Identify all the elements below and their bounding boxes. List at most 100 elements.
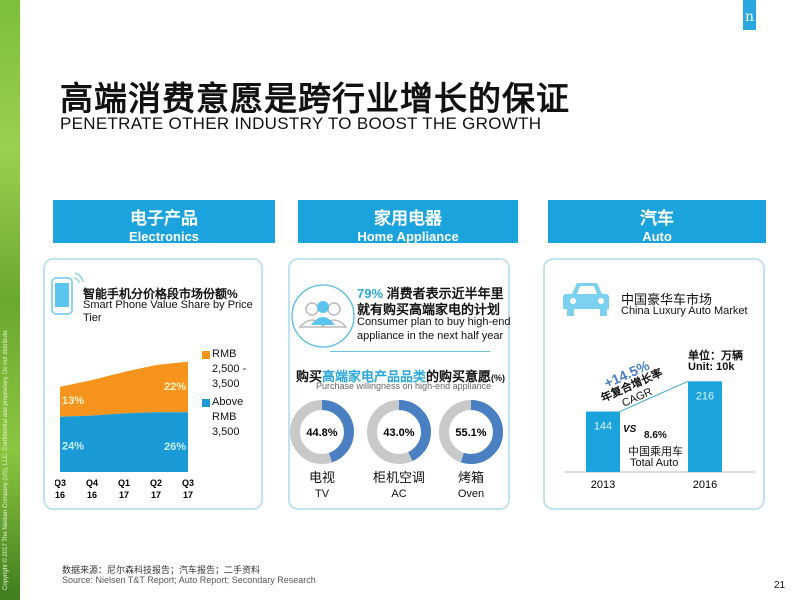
home-stat-en2: appliance in the next half year — [357, 330, 504, 342]
total-auto-cn: 中国乘用车 — [628, 446, 683, 458]
area-chart: 24% 26% 13% 22% Q3 16 Q4 16 Q1 17 Q2 17 Q3 17 — [55, 361, 194, 500]
data-label: 26% — [164, 441, 186, 453]
x-tick-label: Q1 — [118, 478, 130, 488]
car-icon — [563, 283, 609, 316]
banner-auto: 汽车 Auto — [548, 200, 766, 244]
banner-cn: 电子产品 — [130, 209, 198, 228]
bar-chart: 144 2013 216 2016 — [565, 380, 755, 491]
legend-text: RMB — [212, 348, 237, 360]
auto-title-en: China Luxury Auto Market — [621, 305, 748, 317]
page-title: 高端消费意愿是跨行业增长的保证 — [60, 80, 570, 117]
donut-oven: 55.1% — [439, 400, 503, 464]
x-tick-label: 17 — [183, 490, 193, 500]
source-cn: 数据来源：尼尔森科技报告；汽车报告；二手资料 — [62, 565, 261, 575]
label-en: Oven — [457, 488, 485, 500]
home-stat-line1: 79% 消费者表示近半年里 — [357, 283, 504, 302]
bar-value: 144 — [594, 421, 612, 433]
cagr-line — [619, 380, 689, 412]
card-electronics — [43, 258, 263, 510]
stat-text: 消费者表示近半年里 — [383, 286, 504, 301]
legend-swatch — [202, 351, 210, 359]
x-tick-label: 2016 — [693, 479, 717, 491]
banner-electronics: 电子产品 Electronics — [53, 200, 275, 244]
unit-cn: 单位：万辆 — [688, 350, 743, 362]
label-cn: 电视 — [308, 470, 335, 485]
purchase-subtitle: Purchase willingness on high-end applian… — [316, 381, 492, 391]
auto-title-cn: 中国豪华车市场 — [621, 292, 713, 307]
label-en: AC — [391, 488, 407, 500]
x-tick-label: 16 — [87, 490, 97, 500]
donut-value: 43.0% — [383, 427, 414, 439]
total-auto-en: Total Auto — [630, 457, 679, 469]
legend-text: Above — [212, 396, 244, 408]
banner-cn: 家用电器 — [374, 209, 442, 228]
vs-label: VS — [623, 424, 637, 435]
bar-2013 — [586, 411, 620, 472]
donut-ac: 43.0% — [367, 400, 431, 464]
smartphone-icon — [51, 272, 84, 315]
banner-cn: 汽车 — [640, 209, 674, 228]
stat-percent: 79% — [357, 286, 384, 301]
title-part: 购买 — [296, 369, 323, 384]
data-label: 24% — [62, 440, 84, 452]
bar-2016 — [688, 381, 722, 472]
unit-en: Unit: 10k — [688, 361, 735, 373]
donut-arc — [439, 400, 503, 464]
area-series-orange — [60, 361, 188, 417]
donut-label: 柜机空调 AC — [359, 470, 439, 502]
purchase-title: 购买高端家电产品品类的购买意愿(%) — [296, 366, 505, 385]
donut-tv: 44.8% — [290, 400, 354, 464]
x-tick-label: 16 — [55, 490, 65, 500]
x-tick-label: Q3 — [55, 478, 66, 488]
donut-value: 55.1% — [455, 427, 486, 439]
donut-arc — [367, 400, 431, 464]
copyright-text: Copyright © 2017 The Nielsen Company (US… — [3, 330, 9, 590]
home-stat-line2: 就有购买高端家电的计划 — [357, 302, 501, 317]
nielsen-logo: n — [743, 0, 756, 30]
chart-legend: RMB 2,500 - 3,500 Above RMB 3,500 — [202, 347, 246, 443]
x-tick-label: 2013 — [591, 479, 615, 491]
banner-home-appliance: 家用电器 Home Appliance — [298, 200, 518, 244]
source-en: Source: Nielsen T&T Report; Auto Report;… — [62, 575, 316, 585]
label-en: TV — [314, 488, 330, 500]
title-part: 的购买意愿 — [426, 369, 492, 384]
data-label: 22% — [164, 381, 186, 393]
legend-text: 3,500 — [212, 378, 240, 390]
banner-en: Auto — [642, 229, 672, 244]
donut-label: 烤箱 Oven — [431, 470, 511, 502]
legend-text: 2,500 - — [212, 363, 247, 375]
legend-text: 3,500 — [212, 426, 240, 438]
title-highlight: 高端家电产品品类 — [322, 369, 427, 384]
label-cn: 柜机空调 — [372, 470, 425, 485]
title-unit: (%) — [491, 373, 506, 383]
banner-en: Home Appliance — [357, 229, 459, 244]
card-auto — [543, 258, 765, 510]
page-subtitle: PENETRATE OTHER INDUSTRY TO BOOST THE GR… — [60, 114, 542, 133]
divider — [330, 351, 490, 352]
card-home-appliance — [288, 258, 510, 510]
donut-value: 44.8% — [306, 427, 337, 439]
label-cn: 烤箱 — [457, 470, 484, 485]
x-tick-label: 17 — [151, 490, 161, 500]
legend-item: Above RMB 3,500 — [202, 395, 246, 440]
area-series-blue — [60, 412, 188, 472]
x-tick-label: 17 — [119, 490, 129, 500]
legend-swatch — [202, 399, 210, 407]
people-icon — [291, 284, 355, 348]
donut-label: 电视 TV — [282, 470, 362, 502]
electronics-title-cn: 智能手机分价格段市场份额% — [83, 287, 238, 301]
data-label: 13% — [62, 395, 84, 407]
x-tick-label: Q3 — [182, 478, 194, 488]
x-tick-label: Q2 — [150, 478, 162, 488]
legend-text: RMB — [212, 411, 237, 423]
page-number: 21 — [774, 580, 786, 591]
electronics-title-en: Smart Phone Value Share by Price Tier — [83, 299, 253, 324]
legend-item: RMB 2,500 - 3,500 — [202, 347, 246, 392]
total-auto-pct: 8.6% — [644, 430, 667, 441]
x-tick-label: Q4 — [86, 478, 98, 488]
banner-en: Electronics — [128, 229, 200, 244]
green-side-strip — [0, 0, 20, 600]
bar-value: 216 — [696, 390, 714, 402]
home-stat-en1: Consumer plan to buy high-end — [357, 316, 511, 328]
donut-arc — [290, 400, 354, 464]
